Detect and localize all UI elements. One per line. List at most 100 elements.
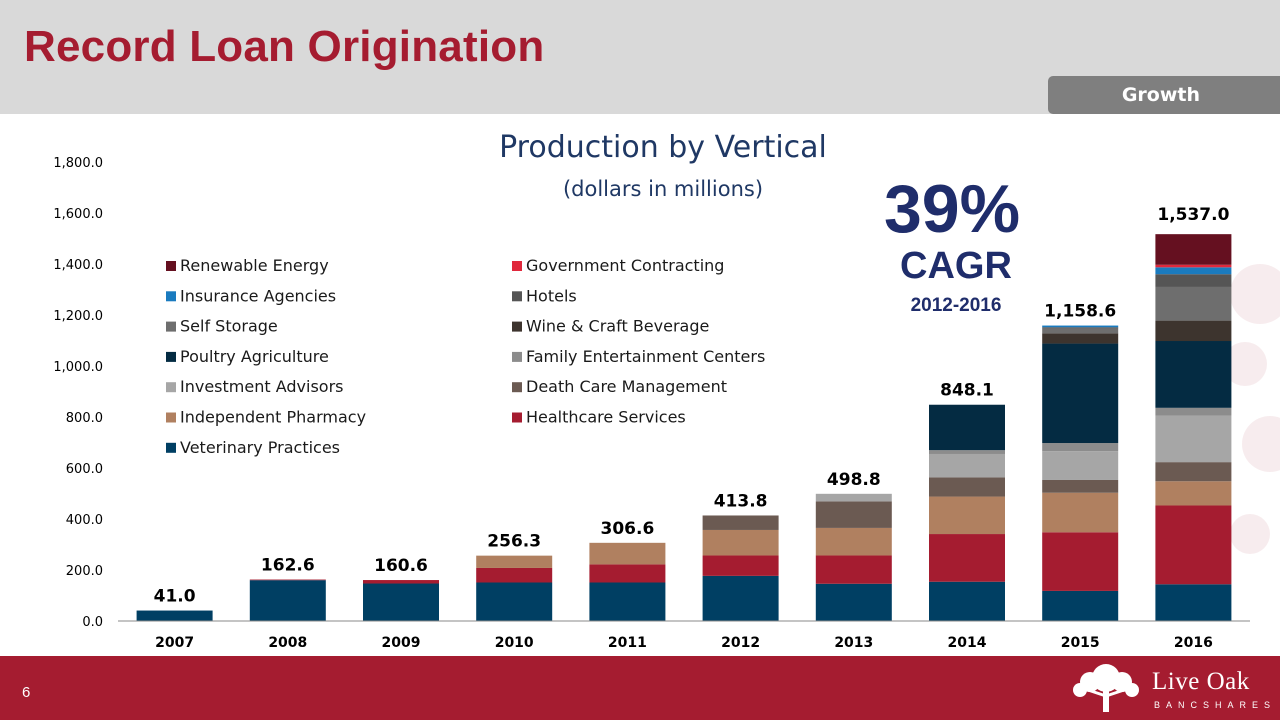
x-tick-label: 2007	[155, 635, 194, 651]
total-label: 162.6	[261, 556, 315, 576]
bar-segment	[589, 582, 666, 621]
bar-segment	[476, 582, 553, 621]
x-tick-label: 2012	[721, 635, 760, 651]
bar-segment	[929, 477, 1005, 497]
bar-segment	[1155, 264, 1232, 268]
y-axis: 0.0 200.0 400.0 600.0 800.0 1,000.0 1,200.0 1,4…	[53, 156, 103, 630]
chart-title: Production by Vertical	[499, 130, 827, 165]
bar-segment	[1042, 479, 1119, 493]
bar-segment	[136, 610, 213, 621]
bar-segment	[1155, 341, 1232, 408]
x-tick-label: 2014	[948, 635, 987, 651]
legend-swatch	[166, 261, 176, 271]
x-tick-label: 2015	[1061, 635, 1100, 651]
cagr-percent: 39%	[884, 171, 1020, 247]
legend-label: Hotels	[526, 286, 577, 305]
bar-segment	[1042, 333, 1119, 344]
legend-swatch	[512, 412, 522, 423]
section-badge: Growth	[1048, 76, 1280, 114]
legend-swatch	[166, 442, 176, 453]
y-tick-label: 200.0	[66, 564, 103, 579]
legend-swatch	[512, 321, 522, 332]
bar-segment	[1042, 443, 1119, 452]
bar-segment	[1155, 481, 1232, 506]
legend-swatch	[166, 291, 176, 302]
bar-segment	[1155, 320, 1232, 342]
bar-segment	[929, 404, 1005, 451]
x-tick-label: 2013	[834, 635, 873, 651]
legend-swatch	[166, 351, 176, 362]
bar-segment	[929, 496, 1005, 535]
legend-swatch	[512, 382, 522, 393]
bar-segment	[249, 580, 326, 621]
cagr-period: 2012-2016	[911, 295, 1002, 316]
legend-swatch	[512, 351, 522, 362]
total-label: 498.8	[827, 470, 881, 490]
y-tick-label: 800.0	[66, 411, 103, 426]
legend: Renewable Energy Insurance Agencies Self S…	[166, 256, 765, 457]
bar-segment	[589, 564, 666, 583]
bar-segment	[1155, 267, 1232, 275]
bar-segment	[1042, 343, 1119, 444]
legend-label: Government Contracting	[526, 256, 724, 275]
bar-segment	[1155, 505, 1232, 585]
y-tick-label: 1,400.0	[53, 258, 103, 273]
bar-segment	[1042, 492, 1119, 533]
chart-subtitle: (dollars in millions)	[563, 177, 763, 201]
y-tick-label: 0.0	[82, 615, 103, 630]
oak-tree-icon	[1073, 664, 1139, 712]
bar-segment	[929, 581, 1005, 621]
bars-group	[136, 234, 1232, 621]
bar-segment	[815, 583, 892, 621]
bar-segment	[1155, 286, 1232, 321]
bar-segment	[363, 580, 439, 584]
logo-name: Live Oak	[1152, 668, 1250, 695]
section-badge-label: Growth	[1121, 84, 1200, 106]
page-title: Record Loan Origination	[24, 22, 545, 71]
bar-segment	[1042, 327, 1119, 329]
y-tick-label: 600.0	[66, 462, 103, 477]
x-tick-label: 2011	[608, 635, 647, 651]
total-label: 848.1	[940, 381, 994, 401]
x-tick-label: 2008	[268, 635, 307, 651]
y-tick-label: 1,800.0	[53, 156, 103, 171]
total-label: 256.3	[487, 532, 541, 552]
total-labels: 41.0 162.6 160.6 256.3 306.6 413.8 498.8 848.1 1…	[154, 205, 1230, 606]
bar-segment	[1155, 584, 1232, 621]
total-label: 160.6	[374, 556, 428, 576]
legend-label: Family Entertainment Centers	[526, 347, 765, 366]
bar-segment	[1155, 462, 1232, 482]
legend-swatch	[512, 291, 522, 302]
bar-segment	[1155, 234, 1232, 265]
legend-label: Insurance Agencies	[180, 286, 336, 305]
bar-segment	[929, 450, 1005, 454]
legend-label: Poultry Agriculture	[180, 347, 329, 366]
bar-segment	[929, 453, 1005, 478]
legend-label: Self Storage	[180, 317, 278, 336]
production-chart: Production by Vertical (dollars in milli…	[53, 130, 1250, 651]
bar-segment	[1042, 451, 1119, 480]
legend-label: Investment Advisors	[180, 377, 343, 396]
legend-label: Veterinary Practices	[180, 438, 340, 457]
bar-segment	[1155, 407, 1232, 416]
legend-label: Wine & Craft Beverage	[526, 317, 709, 336]
bar-segment	[589, 542, 666, 565]
bar-segment	[476, 567, 553, 583]
bar-segment	[1042, 590, 1119, 621]
legend-label: Independent Pharmacy	[180, 408, 366, 427]
x-tick-label: 2010	[495, 635, 534, 651]
bar-segment	[476, 555, 553, 568]
page-number: 6	[22, 684, 31, 701]
bar-segment	[815, 493, 892, 502]
bar-segment	[929, 534, 1005, 582]
legend-label: Renewable Energy	[180, 256, 329, 275]
bar-segment	[702, 529, 779, 556]
logo-subtitle: BANCSHARES	[1154, 700, 1277, 710]
bar-segment	[1042, 325, 1119, 328]
legend-swatch	[166, 412, 176, 423]
legend-label: Healthcare Services	[526, 408, 686, 427]
total-label: 1,158.6	[1044, 302, 1116, 322]
total-label: 41.0	[154, 587, 196, 607]
bar-segment	[702, 575, 779, 621]
y-tick-label: 1,200.0	[53, 309, 103, 324]
